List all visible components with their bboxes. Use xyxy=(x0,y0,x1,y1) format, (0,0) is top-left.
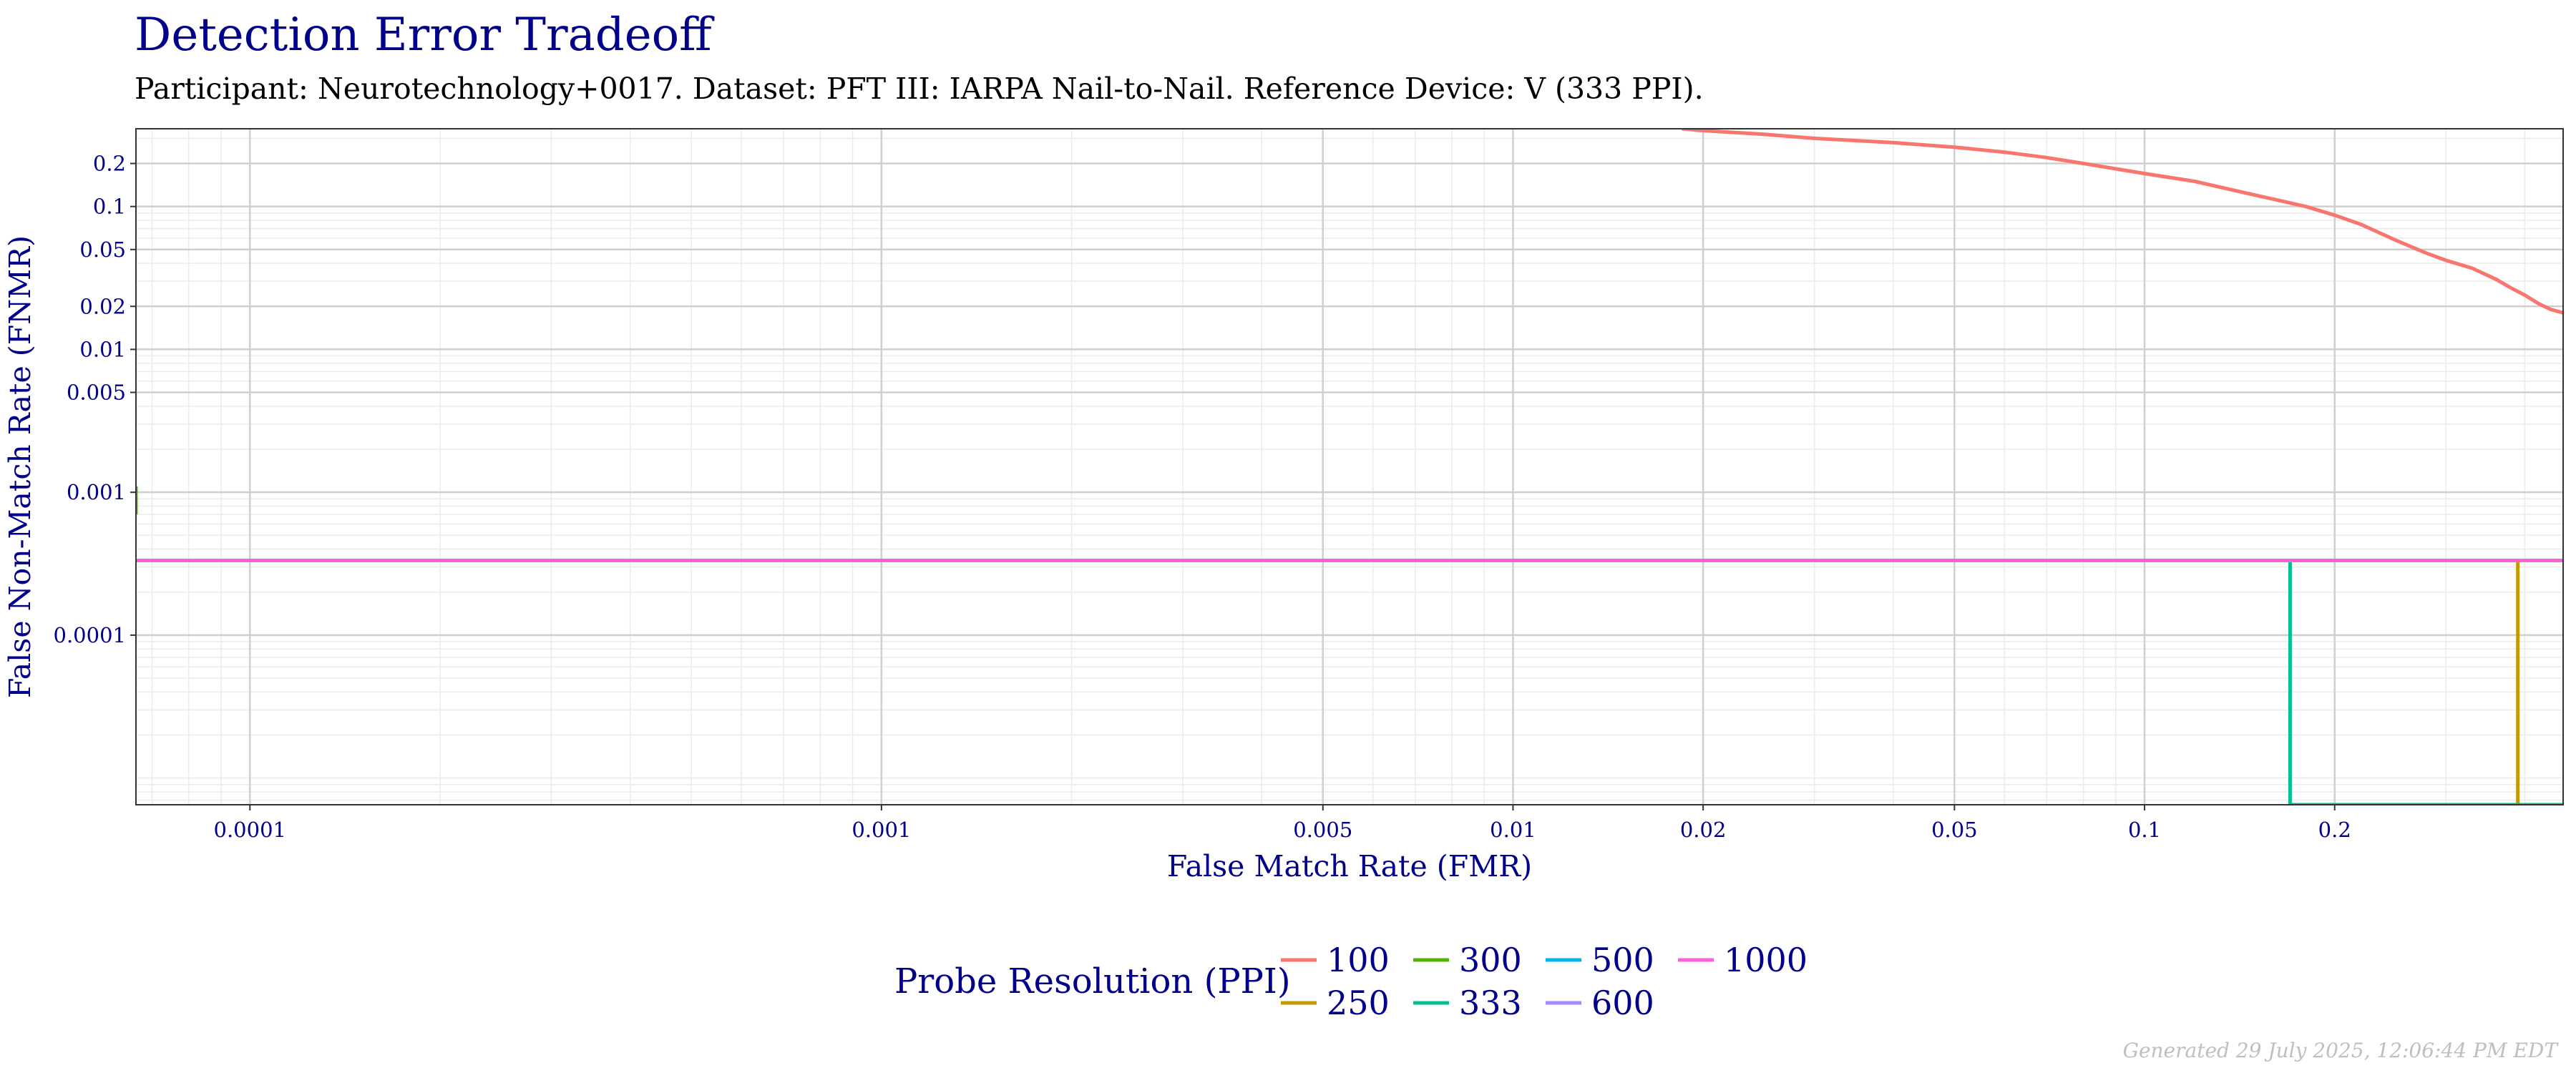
y-tick-label: 0.1 xyxy=(93,195,126,219)
chart-title: Detection Error Tradeoff xyxy=(135,9,712,62)
series-line-250 xyxy=(136,559,2563,805)
x-tick-label: 0.0001 xyxy=(214,818,286,842)
x-tick-label: 0.1 xyxy=(2128,818,2161,842)
x-tick-label: 0.005 xyxy=(1293,818,1352,842)
x-axis-title: False Match Rate (FMR) xyxy=(1167,849,1532,883)
legend-label-1000: 1000 xyxy=(1724,941,1807,979)
plot-frame xyxy=(135,128,2564,805)
legend-label-500: 500 xyxy=(1591,941,1654,979)
legend-label-600: 600 xyxy=(1591,984,1654,1022)
y-axis-ticks: 0.0001 0.001 0.005 0.01 0.02 0.05 0.1 0.2 xyxy=(54,152,136,647)
y-tick-label: 0.2 xyxy=(93,152,126,176)
legend-label-100: 100 xyxy=(1327,941,1390,979)
y-tick-label: 0.0001 xyxy=(54,623,126,647)
legend: Probe Resolution (PPI) 100 250 300 333 500 60… xyxy=(894,941,1807,1022)
y-tick-label: 0.005 xyxy=(67,381,126,405)
legend-label-333: 333 xyxy=(1459,984,1522,1022)
plot-series xyxy=(136,129,2563,805)
series-line-100 xyxy=(1682,129,2563,315)
y-tick-label: 0.01 xyxy=(79,337,126,361)
y-tick-label: 0.001 xyxy=(67,480,126,504)
y-axis-title: False Non-Match Rate (FNMR) xyxy=(3,235,37,698)
legend-label-250: 250 xyxy=(1327,984,1390,1022)
grid-minor xyxy=(136,129,2563,805)
y-tick-label: 0.05 xyxy=(79,237,126,262)
generated-timestamp: Generated 29 July 2025, 12:06:44 PM EDT xyxy=(2122,1039,2557,1062)
x-tick-label: 0.01 xyxy=(1490,818,1536,842)
legend-label-300: 300 xyxy=(1459,941,1522,979)
x-tick-label: 0.02 xyxy=(1680,818,1727,842)
x-tick-label: 0.05 xyxy=(1931,818,1978,842)
y-tick-label: 0.02 xyxy=(79,294,126,318)
x-axis-ticks: 0.0001 0.001 0.005 0.01 0.02 0.05 0.1 0.2 xyxy=(214,805,2351,842)
chart-subtitle: Participant: Neurotechnology+0017. Datas… xyxy=(135,72,1704,106)
x-tick-label: 0.001 xyxy=(852,818,911,842)
x-tick-label: 0.2 xyxy=(2318,818,2351,842)
series-line-333 xyxy=(136,559,2563,805)
legend-title: Probe Resolution (PPI) xyxy=(894,961,1291,1001)
grid-major xyxy=(136,129,2563,805)
